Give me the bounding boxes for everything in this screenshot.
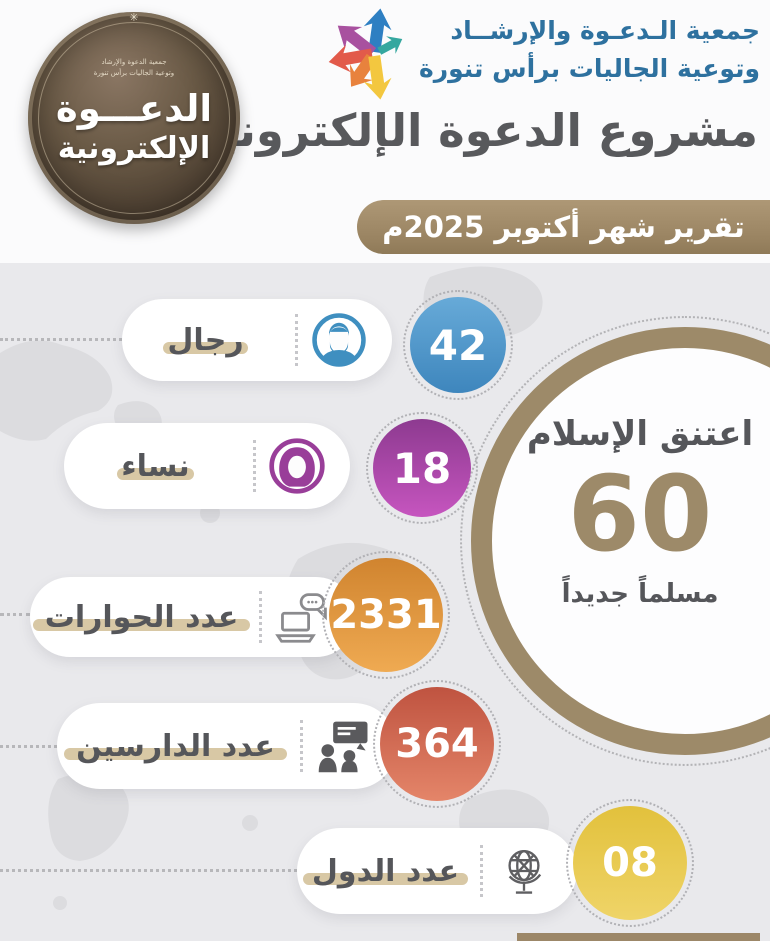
- stat-row-dialogues: عدد الحوارات: [30, 577, 356, 657]
- stat-label-dialogues: عدد الحوارات: [33, 599, 250, 635]
- divider: [480, 845, 483, 897]
- globe-icon: [493, 842, 555, 900]
- divider: [300, 720, 303, 772]
- org-name-line2: وتوعية الجاليات برأس تنورة: [418, 53, 760, 83]
- org-name-line1: جمعية الـدعـوة والإرشــاد: [450, 16, 760, 45]
- stat-value-women: 18: [366, 412, 478, 524]
- converts-text: اعتنق الإسلام 60 مسلماً جديداً: [475, 414, 770, 609]
- stat-value-countries: 08: [566, 799, 694, 927]
- divider: [253, 440, 256, 492]
- converts-subtitle: مسلماً جديداً: [561, 579, 719, 610]
- badge-title-line2: الإلكترونية: [57, 130, 211, 166]
- converts-value: 60: [567, 453, 713, 575]
- stat-label-students: عدد الدارسين: [64, 728, 287, 764]
- dotted-connector: [0, 869, 297, 872]
- page-title: مشروع الدعوة الإلكترونية: [193, 104, 759, 157]
- students-icon: [313, 718, 375, 774]
- converts-heading: اعتنق الإسلام: [526, 414, 754, 454]
- man-icon: [308, 311, 370, 369]
- report-period-badge: تقرير شهر أكتوبر 2025م: [357, 200, 770, 254]
- badge-mini-text: جمعية الدعوة والإرشاد وتوعية الجاليات بر…: [94, 57, 174, 78]
- stat-value-dialogues: 2331: [322, 551, 450, 679]
- stat-row-men: رجال: [122, 299, 392, 381]
- woman-icon: [266, 436, 328, 496]
- divider: [295, 314, 298, 366]
- dialogues-icon: [272, 589, 334, 645]
- badge-title-line1: الدعـــوة: [55, 87, 213, 130]
- org-name: جمعية الـدعـوة والإرشــاد وتوعية الجاليا…: [419, 12, 760, 87]
- stat-label-countries: عدد الدول: [303, 853, 469, 889]
- divider: [259, 591, 262, 643]
- stat-row-countries: عدد الدول: [297, 828, 577, 914]
- badge-mini-line2: وتوعية الجاليات برأس تنورة: [93, 68, 175, 77]
- dotted-connector: [0, 745, 57, 748]
- stat-label-men: رجال: [162, 322, 249, 358]
- pinwheel-logo-icon: [312, 2, 434, 112]
- dotted-connector: [0, 613, 30, 616]
- converts-circle: [460, 316, 770, 766]
- report-period-label: تقرير شهر أكتوبر 2025م: [382, 210, 745, 244]
- badge-mini-line1: جمعية الدعوة والإرشاد: [101, 58, 167, 66]
- footer-strip: [517, 933, 760, 941]
- stat-value-students: 364: [373, 680, 501, 808]
- stat-label-women: نساء: [117, 448, 195, 484]
- stat-row-students: عدد الدارسين: [57, 703, 397, 789]
- badge-star-icon: ✳: [129, 11, 139, 24]
- project-badge: ✳ جمعية الدعوة والإرشاد وتوعية الجاليات …: [28, 12, 240, 224]
- stat-row-women: نساء: [64, 423, 350, 509]
- stat-value-men: 42: [403, 290, 513, 400]
- dotted-connector: [0, 338, 122, 341]
